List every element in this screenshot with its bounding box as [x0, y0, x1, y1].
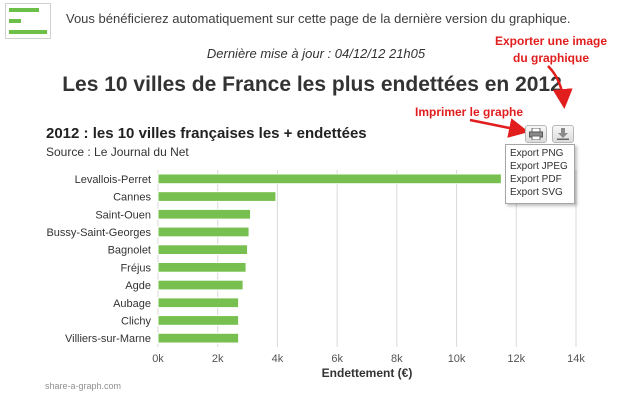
- export-annotation-line1: Exporter une image: [494, 34, 608, 48]
- x-tick-labels: 0k 2k 4k 6k 8k 10k 12k 14k: [152, 353, 585, 365]
- x-tick-label: 4k: [272, 353, 284, 365]
- bar[interactable]: [157, 261, 247, 273]
- export-menu-item-pdf[interactable]: Export PDF: [510, 174, 562, 185]
- category-label: Saint-Ouen: [95, 209, 151, 221]
- category-label: Clichy: [121, 315, 151, 327]
- bar[interactable]: [157, 297, 240, 309]
- last-updated: Dernière mise à jour : 04/12/12 21h05: [206, 46, 426, 61]
- export-annotation-line2: du graphique: [513, 51, 589, 65]
- category-label: Villiers-sur-Marne: [65, 333, 151, 345]
- bar[interactable]: [157, 226, 250, 238]
- export-button[interactable]: [552, 125, 574, 143]
- printer-icon: [529, 128, 543, 140]
- logo-bar: [9, 8, 39, 12]
- export-menu: Export PNG Export JPEG Export PDF Export…: [505, 144, 575, 204]
- bar[interactable]: [157, 191, 277, 202]
- page-title: Les 10 villes de France les plus endetté…: [62, 73, 562, 96]
- update-notice: Vous bénéficierez automatiquement sur ce…: [66, 11, 571, 26]
- logo-bar: [9, 19, 21, 23]
- print-arrow: [469, 118, 529, 138]
- x-axis-title: Endettement (€): [322, 366, 413, 380]
- category-labels: Levallois-Perret Cannes Saint-Ouen Bussy-Sa…: [46, 174, 151, 345]
- bar[interactable]: [157, 315, 240, 326]
- export-menu-item-png[interactable]: Export PNG: [510, 148, 564, 159]
- category-label: Agde: [125, 280, 151, 292]
- chart-title: 2012 : les 10 villes françaises les + en…: [46, 125, 367, 142]
- export-menu-item-jpeg[interactable]: Export JPEG: [510, 161, 568, 172]
- bar[interactable]: [157, 208, 252, 220]
- category-label: Bagnolet: [108, 245, 151, 257]
- category-label: Levallois-Perret: [75, 174, 151, 186]
- category-label: Bussy-Saint-Georges: [46, 227, 151, 239]
- x-tick-label: 12k: [507, 353, 525, 365]
- x-tick-label: 2k: [212, 353, 224, 365]
- bar[interactable]: [157, 279, 244, 291]
- bar[interactable]: [157, 173, 502, 185]
- print-annotation: Imprimer le graphe: [415, 105, 524, 119]
- print-button[interactable]: [525, 125, 547, 143]
- category-label: Fréjus: [120, 262, 151, 274]
- bar[interactable]: [157, 244, 249, 256]
- category-label: Cannes: [113, 192, 151, 204]
- credits-link[interactable]: share-a-graph.com: [45, 381, 122, 391]
- logo-bar: [9, 30, 47, 34]
- x-tick-label: 10k: [448, 353, 466, 365]
- bars: [157, 173, 502, 344]
- chart-subtitle: Source : Le Journal du Net: [46, 145, 189, 159]
- x-tick-label: 6k: [331, 353, 343, 365]
- bar[interactable]: [157, 332, 240, 344]
- x-tick-label: 8k: [391, 353, 403, 365]
- logo: [5, 3, 51, 39]
- download-icon: [557, 128, 569, 140]
- x-tick-label: 0k: [152, 353, 164, 365]
- export-annotation: Exporter une image du graphique: [476, 33, 626, 67]
- export-menu-item-svg[interactable]: Export SVG: [510, 187, 563, 198]
- export-arrow: [547, 65, 573, 109]
- category-label: Aubage: [113, 298, 151, 310]
- x-tick-label: 14k: [567, 353, 585, 365]
